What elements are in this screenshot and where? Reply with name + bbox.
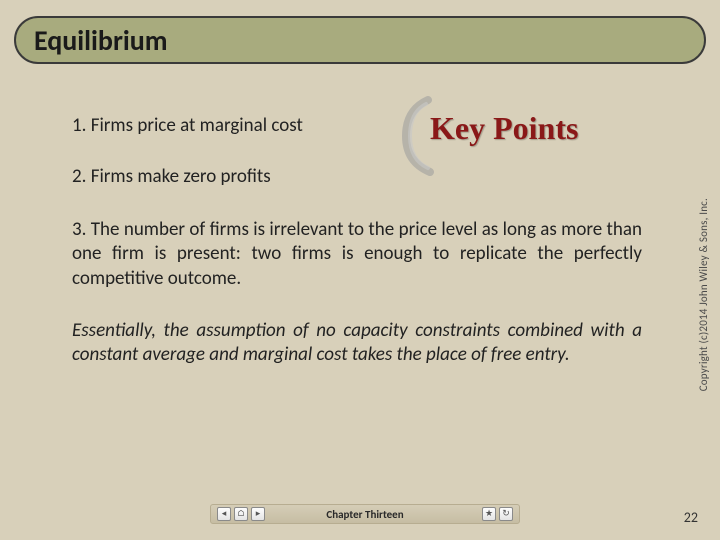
footer-chapter-label: Chapter Thirteen <box>326 508 403 521</box>
title-band: Equilibrium <box>14 16 706 64</box>
refresh-icon[interactable]: ↻ <box>499 507 513 521</box>
prev-icon[interactable]: ◂ <box>217 507 231 521</box>
page-number: 22 <box>684 509 698 526</box>
slide-title: Equilibrium <box>34 23 168 58</box>
next-icon[interactable]: ▸ <box>251 507 265 521</box>
footer-icons-left: ◂ ⌂ ▸ <box>217 507 265 521</box>
content-area: 1. Firms price at marginal cost 2. Firms… <box>72 114 642 368</box>
footer-icons-right: ★ ↻ <box>482 507 513 521</box>
point-3: 3. The number of firms is irrelevant to … <box>72 218 642 291</box>
footer-nav-bar: ◂ ⌂ ▸ Chapter Thirteen ★ ↻ <box>210 504 520 524</box>
point-1: 1. Firms price at marginal cost <box>72 114 642 137</box>
copyright-text: Copyright (c)2014 John Wiley & Sons, Inc… <box>697 198 710 391</box>
point-2: 2. Firms make zero profits <box>72 165 642 188</box>
bookmark-icon[interactable]: ★ <box>482 507 496 521</box>
point-4: Essentially, the assumption of no capaci… <box>72 319 642 368</box>
home-icon[interactable]: ⌂ <box>234 507 248 521</box>
